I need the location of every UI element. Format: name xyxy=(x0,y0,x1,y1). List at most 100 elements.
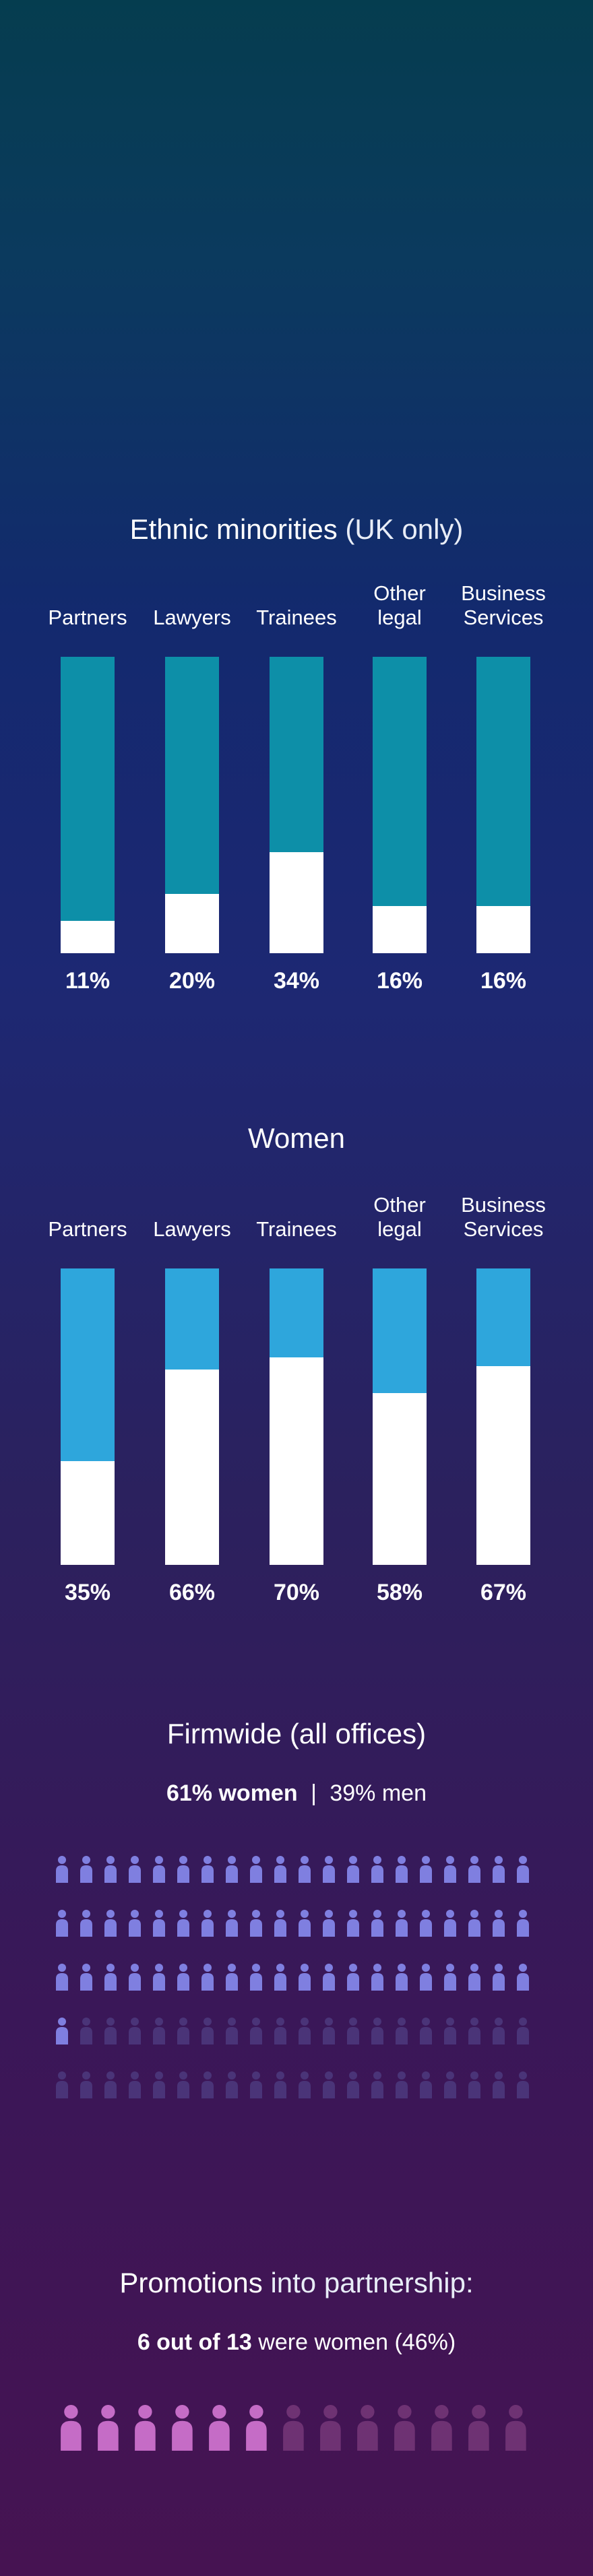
person-woman-icon xyxy=(201,1910,214,1937)
person-woman-icon xyxy=(61,2405,82,2451)
person-woman-icon xyxy=(444,1910,456,1937)
person-man-icon xyxy=(104,2071,117,2098)
person-man-icon xyxy=(177,2071,189,2098)
person-man-icon xyxy=(347,2071,359,2098)
person-woman-icon xyxy=(371,1910,383,1937)
person-woman-icon xyxy=(153,1856,165,1883)
bar-value-fill xyxy=(373,1392,427,1565)
person-woman-icon xyxy=(80,1964,92,1991)
category-label: Business Services xyxy=(461,581,546,629)
bar xyxy=(165,657,219,953)
person-man-icon xyxy=(80,2018,92,2044)
person-man-icon xyxy=(226,2071,238,2098)
person-woman-icon xyxy=(129,1856,141,1883)
category-label: Trainees xyxy=(256,1217,337,1241)
person-man-icon xyxy=(371,2018,383,2044)
value-label: 34% xyxy=(273,968,320,994)
category-label: Business Services xyxy=(461,1193,546,1241)
person-woman-icon xyxy=(468,1910,480,1937)
firmwide-people-grid xyxy=(56,1856,529,2098)
person-man-icon xyxy=(250,2071,262,2098)
bar xyxy=(270,1268,323,1565)
person-man-icon xyxy=(517,2071,529,2098)
person-man-icon xyxy=(468,2071,480,2098)
person-man-icon xyxy=(394,2405,415,2451)
person-woman-icon xyxy=(323,1964,335,1991)
promotions-subtitle: 6 out of 13 were women (46%) xyxy=(0,2329,593,2356)
person-woman-icon xyxy=(274,1856,286,1883)
bar xyxy=(61,1268,115,1565)
person-man-icon xyxy=(201,2071,214,2098)
person-woman-icon xyxy=(177,1910,189,1937)
person-woman-icon xyxy=(468,1856,480,1883)
person-woman-icon xyxy=(226,1964,238,1991)
person-man-icon xyxy=(468,2405,489,2451)
person-man-icon xyxy=(153,2071,165,2098)
category-label: Lawyers xyxy=(153,1217,231,1241)
person-woman-icon xyxy=(420,1856,432,1883)
bar xyxy=(476,657,530,953)
bar-value-fill xyxy=(270,852,323,953)
promotions-title-bold: Promotions xyxy=(119,2267,263,2298)
category-label: Lawyers xyxy=(153,606,231,629)
person-man-icon xyxy=(250,2018,262,2044)
category-label: Partners xyxy=(48,1217,127,1241)
person-man-icon xyxy=(104,2018,117,2044)
person-man-icon xyxy=(323,2071,335,2098)
person-woman-icon xyxy=(396,1856,408,1883)
person-woman-icon xyxy=(299,1856,311,1883)
bar-value-fill xyxy=(61,1461,115,1565)
promotions-count-desc: were women (46%) xyxy=(258,2329,456,2355)
person-woman-icon xyxy=(323,1856,335,1883)
promotions-title-light: into partnership: xyxy=(270,2267,474,2298)
person-woman-icon xyxy=(444,1964,456,1991)
promotions-title: Promotions into partnership: xyxy=(0,2267,593,2299)
person-woman-icon xyxy=(444,1856,456,1883)
person-woman-icon xyxy=(209,2405,230,2451)
person-woman-icon xyxy=(493,1856,505,1883)
value-label: 66% xyxy=(168,1580,216,1605)
person-woman-icon xyxy=(153,1910,165,1937)
person-woman-icon xyxy=(80,1910,92,1937)
bar-value-fill xyxy=(165,1369,219,1565)
person-woman-icon xyxy=(396,1910,408,1937)
ethnic-title-main: Ethnic minorities xyxy=(129,513,338,545)
bar xyxy=(270,657,323,953)
person-woman-icon xyxy=(420,1910,432,1937)
person-man-icon xyxy=(468,2018,480,2044)
person-man-icon xyxy=(283,2405,304,2451)
person-woman-icon xyxy=(129,1964,141,1991)
person-woman-icon xyxy=(104,1856,117,1883)
promotions-people-row xyxy=(61,2405,526,2451)
women-title: Women xyxy=(248,1122,345,1154)
person-woman-icon xyxy=(347,1910,359,1937)
bar xyxy=(165,1268,219,1565)
person-woman-icon xyxy=(56,1910,68,1937)
person-woman-icon xyxy=(153,1964,165,1991)
person-woman-icon xyxy=(299,1964,311,1991)
person-man-icon xyxy=(347,2018,359,2044)
person-man-icon xyxy=(517,2018,529,2044)
person-man-icon xyxy=(357,2405,378,2451)
person-man-icon xyxy=(371,2071,383,2098)
firmwide-split: 61% women | 39% men xyxy=(0,1780,593,1807)
person-man-icon xyxy=(56,2071,68,2098)
person-woman-icon xyxy=(226,1910,238,1937)
person-woman-icon xyxy=(517,1910,529,1937)
person-man-icon xyxy=(323,2018,335,2044)
firmwide-separator: | xyxy=(311,1780,317,1806)
bar-value-fill xyxy=(165,894,219,953)
person-woman-icon xyxy=(56,1856,68,1883)
value-label: 20% xyxy=(168,968,216,994)
person-man-icon xyxy=(299,2071,311,2098)
person-woman-icon xyxy=(104,1910,117,1937)
ethnic-title-qualifier: (UK only) xyxy=(345,513,464,545)
person-woman-icon xyxy=(299,1910,311,1937)
person-woman-icon xyxy=(250,1856,262,1883)
person-man-icon xyxy=(274,2071,286,2098)
person-woman-icon xyxy=(323,1910,335,1937)
person-woman-icon xyxy=(250,1910,262,1937)
person-woman-icon xyxy=(493,1910,505,1937)
person-man-icon xyxy=(396,2071,408,2098)
person-man-icon xyxy=(274,2018,286,2044)
